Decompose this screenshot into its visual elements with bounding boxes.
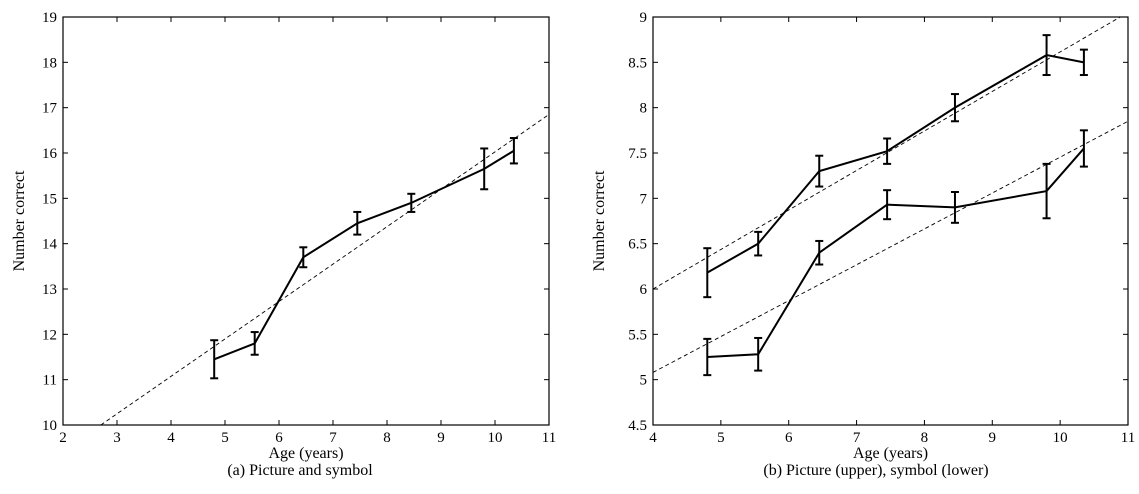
x-tick-label: 3 bbox=[113, 430, 121, 446]
y-tick-label: 7.5 bbox=[628, 146, 647, 162]
y-tick-label: 19 bbox=[42, 10, 57, 26]
trend-line-dashed bbox=[653, 17, 1122, 290]
x-tick-label: 6 bbox=[275, 430, 283, 446]
x-tick-label: 7 bbox=[329, 430, 337, 446]
y-tick-label: 8 bbox=[640, 101, 648, 117]
chart-panel-b: 4 5 6 7 8 9 10 11 4.5 5 5.5 6 6.5 7 7.5 8 8.5 9 Age (years… bbox=[591, 10, 1135, 479]
y-tick-label: 4.5 bbox=[628, 418, 647, 434]
x-tick-label: 10 bbox=[1053, 430, 1068, 446]
x-tick-label: 8 bbox=[383, 430, 391, 446]
x-tick-label: 10 bbox=[488, 430, 503, 446]
x-tick-label: 5 bbox=[221, 430, 229, 446]
x-axis-label: Age (years) bbox=[268, 445, 343, 462]
x-axis-label: Age (years) bbox=[853, 445, 928, 462]
plot-frame bbox=[652, 16, 1129, 426]
y-tick-label: 18 bbox=[42, 55, 57, 71]
x-tick-label: 7 bbox=[853, 430, 861, 446]
x-tick-label: 8 bbox=[921, 430, 929, 446]
y-tick-label: 6 bbox=[640, 282, 648, 298]
series-line bbox=[707, 147, 1085, 358]
x-tick-label: 5 bbox=[717, 430, 725, 446]
y-tick-label: 10 bbox=[42, 418, 57, 434]
y-tick-label: 15 bbox=[42, 191, 57, 207]
x-tick-label: 11 bbox=[1121, 430, 1135, 446]
x-tick-label: 6 bbox=[785, 430, 793, 446]
x-tick-label: 11 bbox=[542, 430, 556, 446]
plot-frame bbox=[62, 16, 550, 426]
trend-line-dashed bbox=[653, 120, 1128, 373]
y-tick-label: 12 bbox=[42, 327, 57, 343]
y-tick-label: 17 bbox=[42, 101, 58, 117]
figure-caption: (a) Picture and symbol bbox=[227, 462, 373, 479]
y-tick-label: 5.5 bbox=[628, 327, 647, 343]
series-line bbox=[706, 54, 1085, 274]
y-tick-label: 16 bbox=[42, 146, 58, 162]
figure-caption: (b) Picture (upper), symbol (lower) bbox=[763, 462, 988, 479]
x-tick-label: 9 bbox=[989, 430, 997, 446]
y-tick-label: 14 bbox=[42, 237, 58, 253]
x-tick-label: 4 bbox=[649, 430, 657, 446]
y-tick-label: 11 bbox=[43, 373, 57, 389]
y-tick-label: 9 bbox=[640, 10, 648, 26]
trend-line-dashed bbox=[100, 114, 549, 425]
chart-panel-a: 2 3 4 5 6 7 8 9 10 11 10 11 12 13 14 15 16 17 18 19 Age (yea… bbox=[11, 10, 556, 479]
y-tick-label: 8.5 bbox=[628, 55, 647, 71]
x-tick-label: 2 bbox=[59, 430, 67, 446]
y-tick-label: 7 bbox=[640, 191, 648, 207]
series-line bbox=[213, 149, 515, 361]
y-tick-label: 5 bbox=[640, 373, 648, 389]
y-axis-label: Number correct bbox=[11, 170, 28, 271]
y-axis-label: Number correct bbox=[591, 170, 608, 271]
x-tick-label: 4 bbox=[167, 430, 175, 446]
y-tick-label: 13 bbox=[42, 282, 57, 298]
y-tick-label: 6.5 bbox=[628, 237, 647, 253]
x-tick-label: 9 bbox=[437, 430, 445, 446]
